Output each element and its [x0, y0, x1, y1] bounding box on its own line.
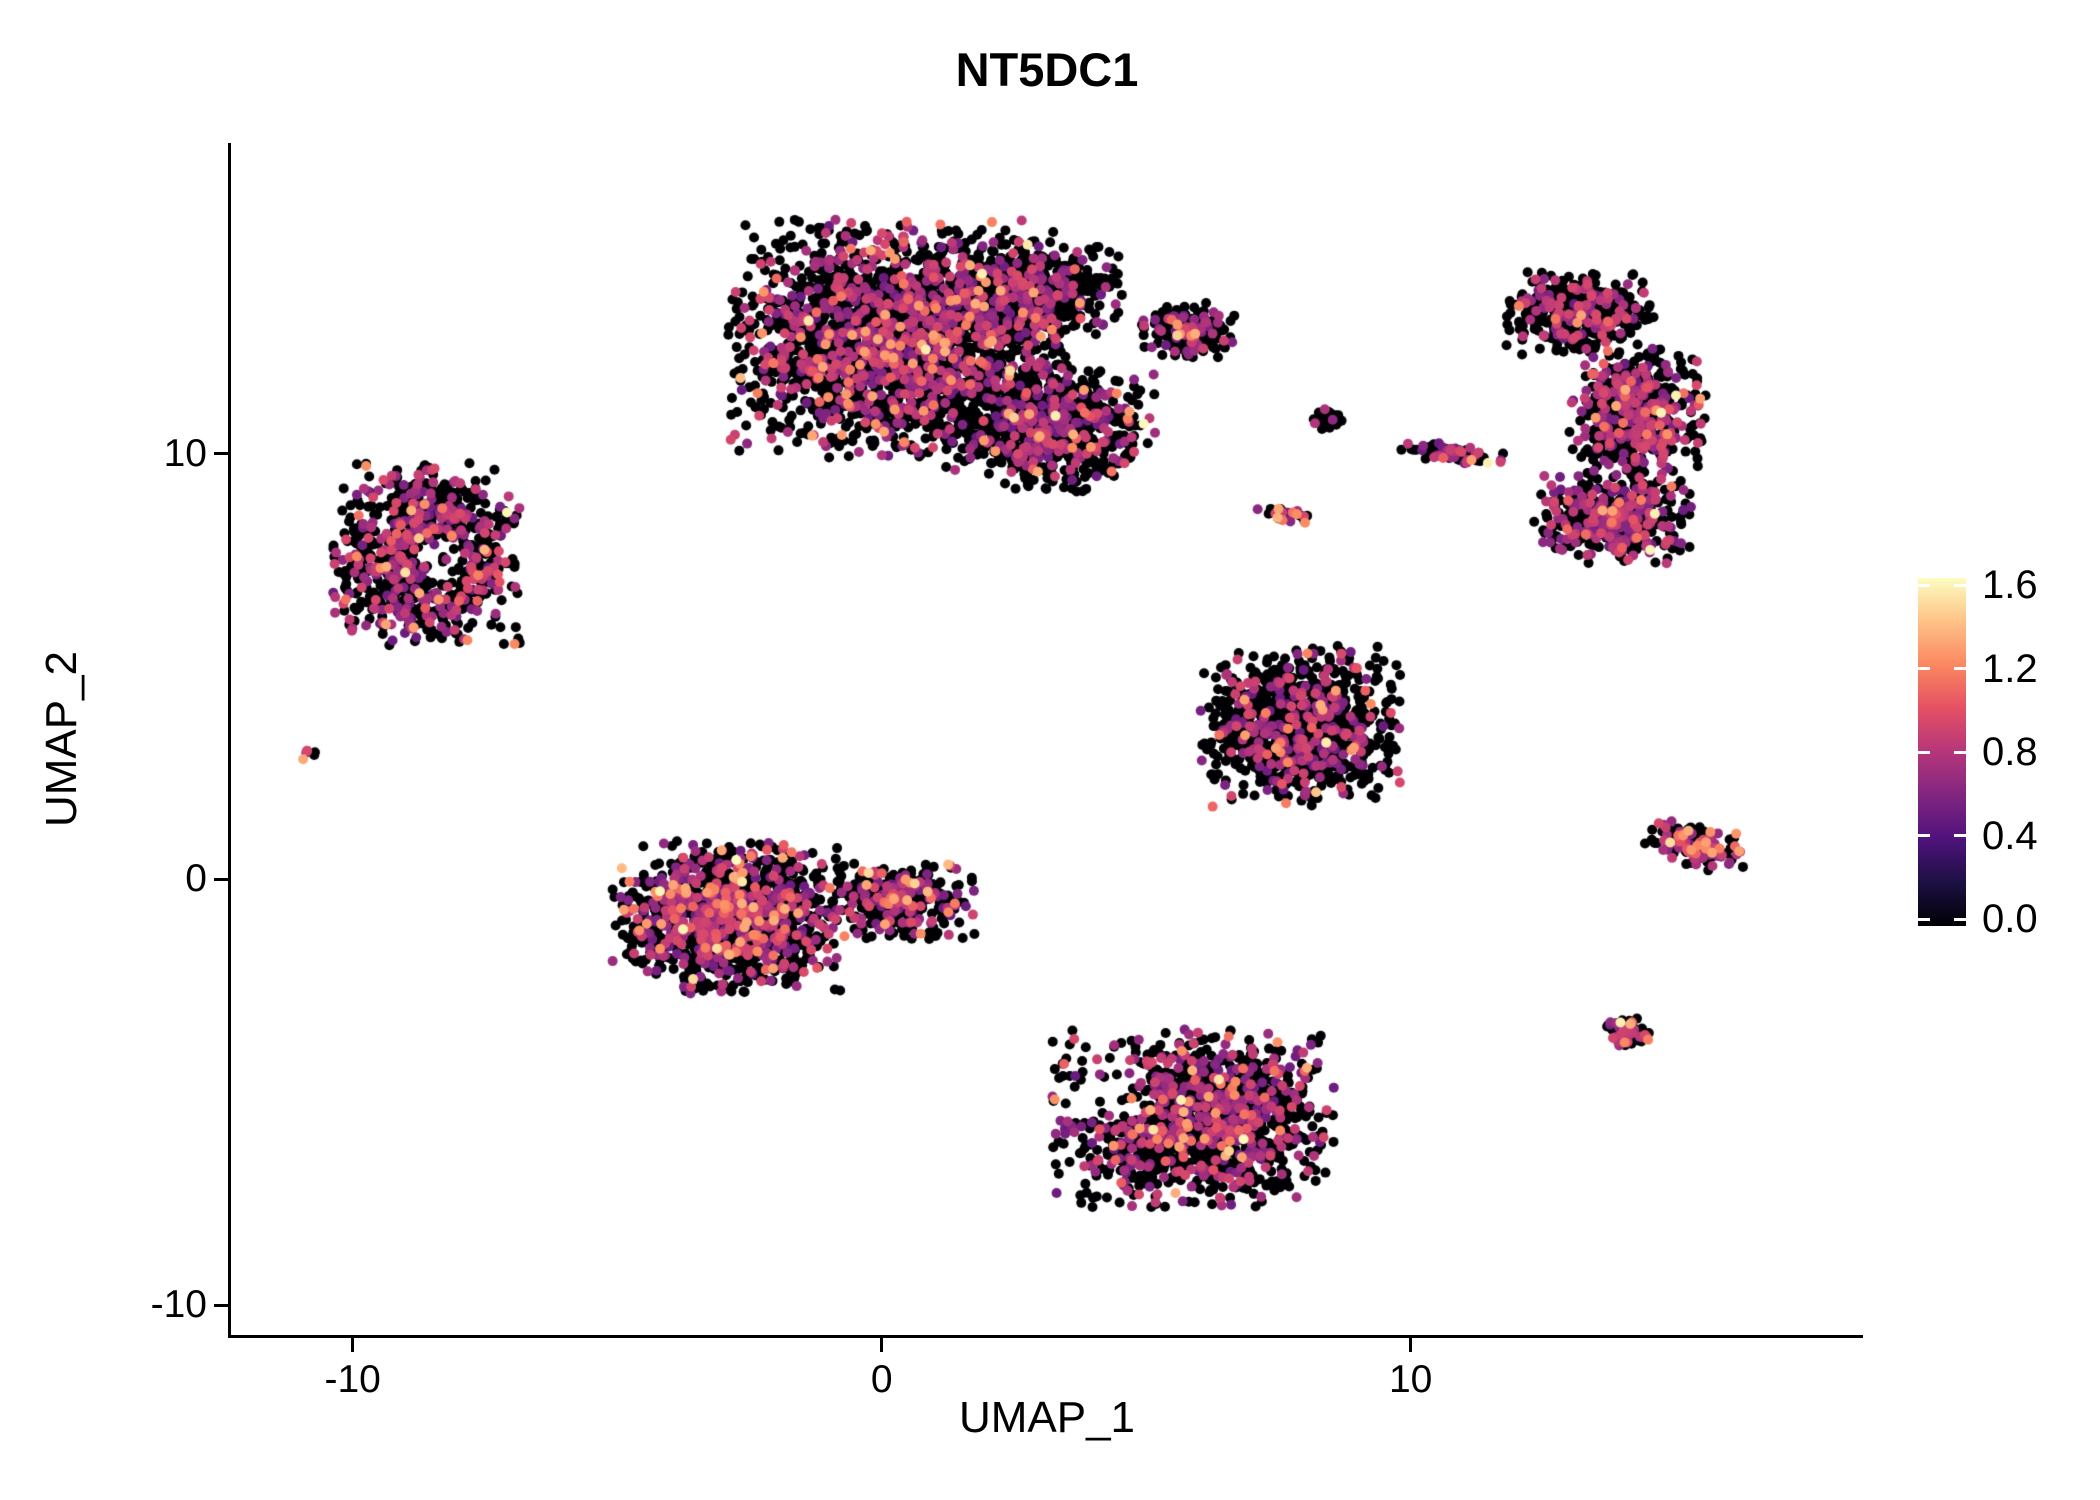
colorbar-tick-mark — [1918, 750, 1930, 754]
x-tick-label: -10 — [324, 1358, 381, 1401]
plot-panel — [231, 143, 1863, 1335]
colorbar-tick-mark — [1954, 834, 1966, 837]
colorbar-tick-mark — [1918, 917, 1930, 921]
y-tick-mark — [214, 1303, 228, 1307]
colorbar-tick-mark — [1954, 667, 1966, 670]
y-axis-label: UMAP_2 — [37, 650, 86, 828]
colorbar-tick-mark — [1918, 667, 1930, 670]
y-tick-label: 0 — [185, 857, 207, 901]
colorbar-tick-mark — [1954, 917, 1966, 921]
x-tick-mark — [880, 1338, 884, 1352]
scatter-canvas — [231, 143, 1863, 1335]
colorbar-tick-label: 0.8 — [1982, 730, 2038, 774]
plot-title: NT5DC1 — [955, 43, 1139, 96]
colorbar-tick-label: 0.0 — [1982, 897, 2038, 941]
x-axis-line — [228, 1335, 1863, 1338]
colorbar-tick-mark — [1954, 583, 1966, 587]
x-tick-mark — [1409, 1338, 1413, 1352]
y-tick-mark — [214, 877, 228, 881]
colorbar-tick-mark — [1954, 750, 1966, 754]
colorbar-tick-mark — [1918, 583, 1930, 587]
x-tick-label: 10 — [1388, 1358, 1433, 1401]
colorbar-tick-label: 1.6 — [1982, 563, 2038, 607]
colorbar-tick-label: 0.4 — [1982, 813, 2038, 858]
x-axis-label: UMAP_1 — [958, 1393, 1136, 1442]
y-tick-label: -10 — [150, 1283, 207, 1327]
y-tick-mark — [214, 452, 228, 456]
y-tick-label: 10 — [163, 431, 207, 475]
x-tick-mark — [351, 1338, 355, 1352]
x-tick-label: 0 — [870, 1358, 893, 1401]
y-axis-line — [228, 143, 231, 1338]
colorbar-tick-label: 1.2 — [1982, 646, 2038, 691]
colorbar-tick-mark — [1918, 834, 1930, 837]
